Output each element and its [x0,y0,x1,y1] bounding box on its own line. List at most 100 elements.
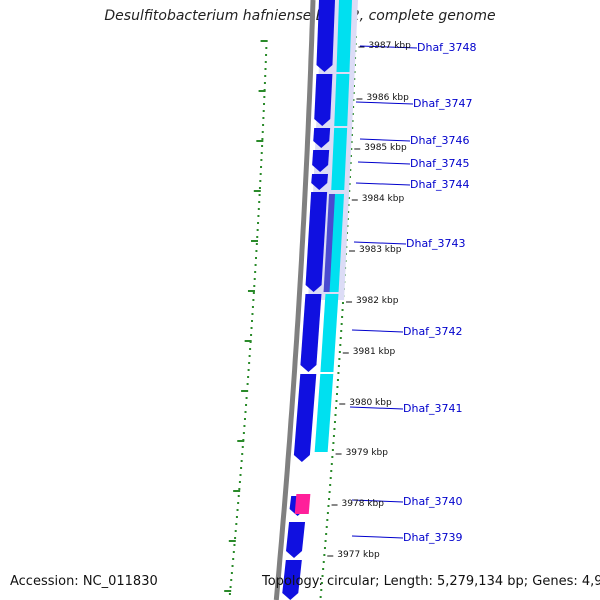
tick-dot-right [347,197,350,199]
gene-label[interactable]: Dhaf_3740 [403,495,463,508]
tick-dot-left [255,243,258,245]
tick-dot-right [351,120,354,122]
kbp-marker-label: 3986 kbp [366,93,409,103]
tick-dot-right [330,463,333,465]
gene-label[interactable]: Dhaf_3743 [406,237,466,250]
tick-dot-right [323,547,326,549]
tick-dot-right [337,365,340,367]
tick-dot-right [335,393,338,395]
tick-dot-right [320,589,323,591]
kbp-marker-label: 3979 kbp [345,448,388,458]
tick-major-left [224,590,232,592]
tick-dot-right [340,323,343,325]
gene-leader-line [355,101,414,105]
tick-dot-right [341,302,344,304]
gene-leader-line [359,138,411,142]
tick-dot-right [351,127,354,129]
tick-dot-left [260,152,263,154]
kbp-marker-label: 3987 kbp [368,41,411,51]
tick-major-left [244,340,252,342]
tick-dot-right [331,456,334,458]
tick-major-left [233,490,241,492]
tick-dot-left [262,117,265,119]
tick-dot-left [259,173,262,175]
tick-dot-right [349,169,352,171]
tick-dot-right [350,148,353,150]
tick-dot-left [238,481,241,483]
gene-leader-line [357,161,411,165]
tick-dot-right [322,561,325,563]
gene-leader-line [349,406,404,410]
accession-text: Accession: NC_011830 [10,574,158,589]
tick-dot-left [264,75,267,77]
gene-label[interactable]: Dhaf_3744 [410,178,470,191]
tick-dot-left [250,334,253,336]
tick-dot-left [253,285,256,287]
tick-dot-left [264,68,267,70]
tick-dot-left [258,194,261,196]
tick-dot-right [333,428,336,430]
tick-dot-left [242,432,245,434]
gene-arrow [300,294,322,372]
tick-dot-left [252,299,255,301]
tick-dot-left [228,593,231,595]
gene-label[interactable]: Dhaf_3748 [417,41,477,54]
tick-dot-right [352,99,355,101]
gene-label[interactable]: Dhaf_3745 [410,157,470,170]
tick-dot-left [247,376,250,378]
tick-dot-right [332,442,335,444]
tick-dot-right [352,106,355,108]
tick-dot-left [235,523,238,525]
tick-dot-right [350,134,353,136]
kbp-marker-label: 3985 kbp [364,143,407,153]
tick-dot-right [322,568,325,570]
kbp-marker-label: 3983 kbp [359,245,402,255]
tick-dot-right [337,372,340,374]
tick-dot-left [264,61,267,63]
gene-arrow [311,174,329,190]
gene-leader-line [359,45,418,49]
tick-dot-right [338,358,341,360]
gene-leader-line [351,499,404,503]
gene-leader-line [351,329,404,333]
tick-dot-left [261,131,264,133]
topology-text: Topology: circular; Length: 5,279,134 bp… [262,574,600,589]
gene-label[interactable]: Dhaf_3742 [403,325,463,338]
tick-dot-right [349,162,352,164]
gene-arrow [312,150,330,172]
tick-dot-left [235,516,238,518]
gene-arrow [305,192,328,292]
tick-dot-left [251,313,254,315]
tick-major-left [256,140,264,142]
gene-label[interactable]: Dhaf_3747 [413,97,473,110]
tick-dot-right [331,449,334,451]
gene-arrow [316,0,335,72]
tick-dot-left [260,166,263,168]
page-title: Desulfitobacterium hafniense DCB-2, comp… [104,8,496,24]
gene-label[interactable]: Dhaf_3739 [403,531,463,544]
tick-dot-left [229,586,232,588]
tick-dot-left [244,411,247,413]
tick-dot-left [255,257,258,259]
gene-label[interactable]: Dhaf_3741 [403,402,463,415]
tick-dot-left [237,495,240,497]
gene-label[interactable]: Dhaf_3746 [410,134,470,147]
tick-dot-right [348,190,351,192]
tick-dot-right [340,330,343,332]
tick-dot-left [245,397,248,399]
tick-major-left [258,90,266,92]
cds-band [331,128,348,190]
tick-dot-left [246,383,249,385]
tick-dot-left [265,47,268,49]
tick-dot-left [239,474,242,476]
tick-dot-right [320,582,323,584]
tick-dot-left [256,229,259,231]
tick-dot-left [248,362,251,364]
tick-dot-right [339,337,342,339]
tick-dot-left [245,404,248,406]
backbone-arc [273,0,316,600]
tick-dot-right [327,505,330,507]
kbp-marker-label: 3977 kbp [337,550,380,560]
tick-dot-left [240,467,243,469]
